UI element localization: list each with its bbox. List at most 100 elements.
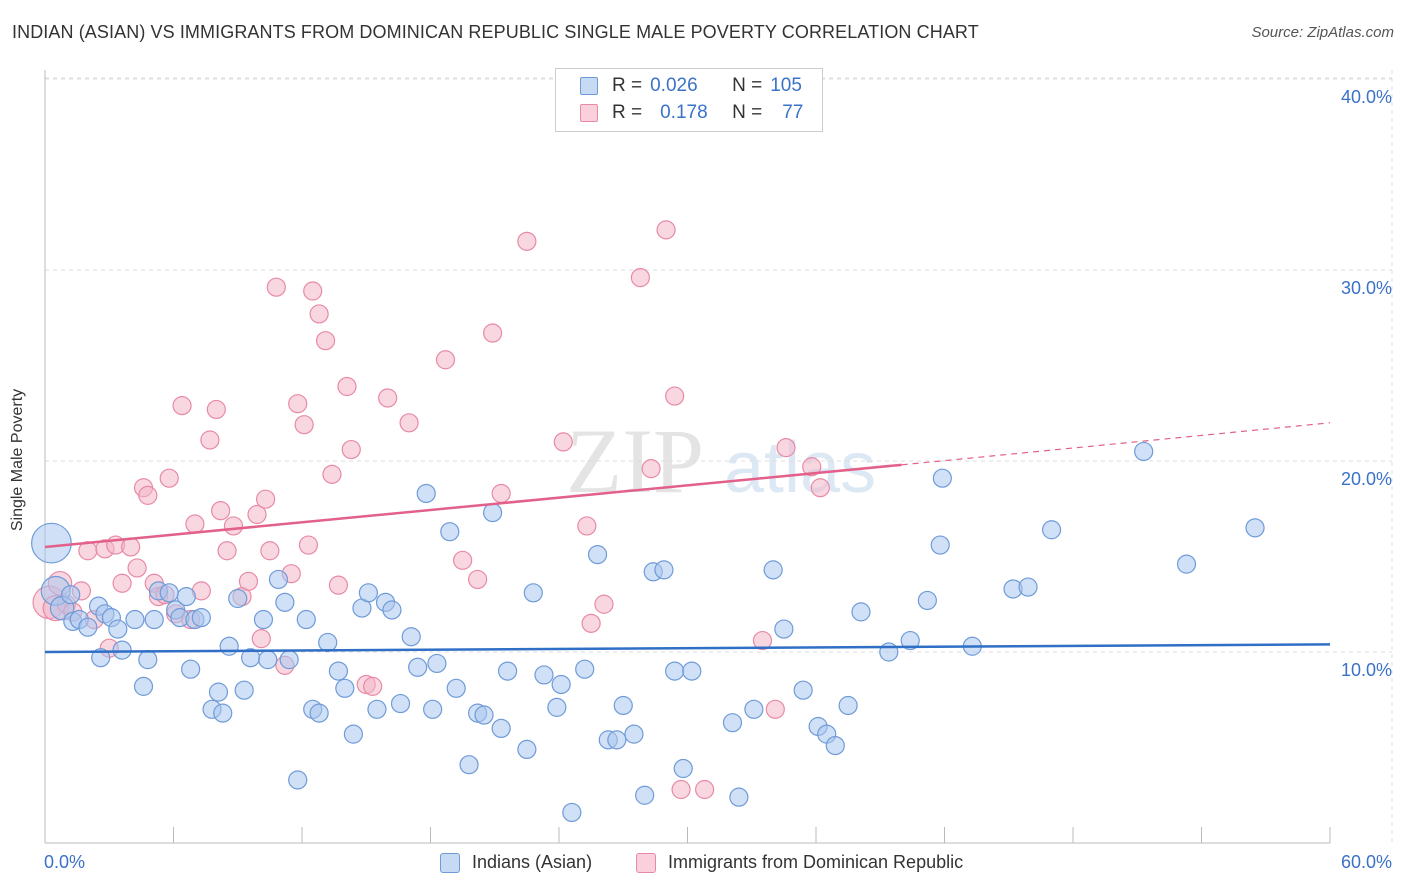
indian-point bbox=[416, 483, 436, 504]
legend-row-indian: R = 0.026 N = 105 bbox=[580, 73, 802, 99]
dominican-point bbox=[468, 569, 488, 590]
dominican-point bbox=[641, 459, 661, 479]
indian-point bbox=[144, 609, 164, 630]
y-tick-label-40: 40.0% bbox=[1340, 87, 1392, 107]
indian-point bbox=[309, 703, 329, 723]
indian-point bbox=[498, 661, 518, 681]
indian-point bbox=[382, 600, 402, 620]
legend-n-label: N = bbox=[732, 102, 763, 123]
dominican-point bbox=[581, 613, 601, 633]
indian-point bbox=[459, 755, 479, 775]
dominican-point bbox=[251, 629, 271, 649]
indian-point bbox=[917, 590, 937, 611]
indian-point bbox=[932, 468, 952, 488]
dominican-point bbox=[435, 350, 456, 370]
dominican-point bbox=[810, 478, 830, 498]
indian-point bbox=[279, 650, 299, 670]
dominican-point bbox=[665, 386, 685, 406]
dominican-point bbox=[112, 573, 132, 593]
indian-point bbox=[253, 609, 274, 630]
legend-swatch-indian bbox=[580, 77, 598, 95]
indian-point bbox=[624, 724, 644, 744]
indian-point bbox=[358, 583, 378, 603]
indian-point bbox=[159, 583, 179, 603]
legend-row-dominican: R = 0.178 N = 77 bbox=[580, 100, 803, 126]
indian-point bbox=[562, 802, 582, 823]
indian-point bbox=[208, 682, 229, 702]
indian-point bbox=[587, 544, 608, 565]
dominican-point bbox=[378, 388, 398, 408]
indian-point bbox=[31, 522, 72, 564]
indian-point bbox=[793, 680, 813, 700]
dominican-point bbox=[294, 415, 314, 435]
indian-point bbox=[551, 674, 571, 695]
dominican-point bbox=[671, 779, 691, 800]
dominican-point bbox=[491, 483, 511, 504]
legend-item-indian: Indians (Asian) bbox=[440, 852, 592, 873]
dominican-point bbox=[315, 331, 336, 351]
dominican-point bbox=[247, 504, 267, 525]
indian-point bbox=[825, 735, 845, 756]
dominican-point bbox=[517, 231, 537, 251]
series-legend: Indians (Asian) Immigrants from Dominica… bbox=[0, 852, 1406, 878]
indian-point bbox=[213, 703, 233, 723]
indian-point bbox=[318, 632, 338, 653]
indian-point bbox=[234, 680, 254, 700]
x-tick-label-min: 0.0% bbox=[44, 852, 86, 872]
legend-item-dominican: Immigrants from Dominican Republic bbox=[636, 852, 963, 873]
legend-label-indian: Indians (Asian) bbox=[472, 852, 593, 872]
legend-n-value: 77 bbox=[782, 102, 804, 123]
indian-point bbox=[744, 699, 764, 719]
series-indian-points bbox=[31, 441, 1265, 823]
indian-point bbox=[523, 583, 543, 603]
dominican-point bbox=[483, 323, 503, 343]
dominican-point bbox=[303, 281, 323, 301]
legend-n-label: N = bbox=[732, 75, 763, 96]
indian-point bbox=[838, 695, 858, 716]
dominican-point bbox=[752, 630, 773, 651]
dominican-point bbox=[127, 558, 147, 578]
indian-point bbox=[1041, 520, 1062, 540]
dominican-point bbox=[630, 268, 650, 288]
dominican-point bbox=[309, 304, 329, 324]
indian-point bbox=[191, 608, 211, 628]
dominican-point bbox=[200, 430, 220, 450]
indian-point bbox=[427, 653, 447, 674]
dominican-point bbox=[656, 220, 676, 240]
legend-label-dominican: Immigrants from Dominican Republic bbox=[668, 852, 964, 872]
dominican-point bbox=[453, 550, 473, 570]
indian-point bbox=[78, 617, 98, 637]
indian-point bbox=[423, 699, 443, 719]
indian-point bbox=[112, 640, 132, 660]
indian-point bbox=[722, 713, 743, 733]
indian-point bbox=[654, 560, 674, 580]
trend-line-dominican bbox=[44, 463, 902, 549]
trend-line-dominican-extension bbox=[901, 422, 1331, 466]
dominican-point bbox=[138, 485, 158, 505]
dominican-point bbox=[159, 468, 179, 488]
legend-r-value: 0.026 bbox=[650, 75, 698, 96]
dominican-point bbox=[172, 396, 192, 416]
indian-point bbox=[517, 739, 537, 760]
legend-swatch-dominican bbox=[580, 104, 598, 122]
indian-point bbox=[258, 650, 278, 670]
gridlines bbox=[45, 70, 1393, 843]
dominican-point bbox=[363, 676, 383, 696]
indian-point bbox=[613, 695, 633, 716]
legend-r-label: R = bbox=[612, 75, 643, 96]
indian-point bbox=[534, 665, 554, 685]
dominican-point bbox=[217, 541, 237, 561]
watermark-atlas: atlas bbox=[724, 428, 876, 508]
dominican-point bbox=[322, 464, 342, 484]
source-credit: Source: ZipAtlas.com bbox=[1251, 24, 1394, 41]
indian-point bbox=[1018, 577, 1038, 597]
indian-point bbox=[176, 587, 196, 607]
indian-point bbox=[268, 569, 289, 590]
indian-point bbox=[665, 661, 685, 681]
chart-title: INDIAN (ASIAN) VS IMMIGRANTS FROM DOMINI… bbox=[12, 22, 979, 42]
indian-point bbox=[288, 770, 308, 790]
axes bbox=[44, 70, 1331, 844]
indian-point bbox=[335, 678, 355, 698]
dominican-point bbox=[238, 571, 259, 591]
